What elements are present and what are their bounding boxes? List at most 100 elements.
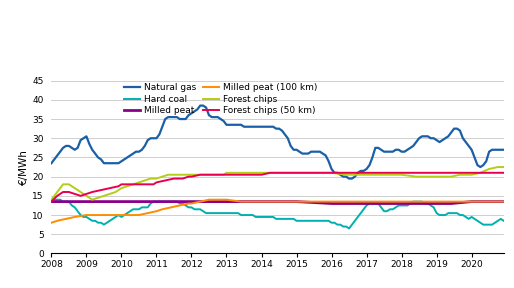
- Milled peat (100 km): [466, 200, 472, 203]
- Natural gas: [346, 177, 352, 180]
- Milled peat (100 km): [206, 198, 212, 201]
- Milled peat (100 km): [168, 206, 174, 209]
- Forest chips (50 km): [413, 171, 419, 175]
- Forest chips (50 km): [378, 171, 384, 175]
- Milled peat: [343, 202, 349, 205]
- Forest chips (50 km): [259, 173, 265, 177]
- Hard coal: [48, 200, 54, 203]
- Milled peat (100 km): [273, 200, 279, 203]
- Forest chips: [290, 171, 297, 175]
- Milled peat (100 km): [396, 200, 402, 203]
- Natural gas: [197, 104, 204, 107]
- Natural gas: [48, 162, 54, 165]
- Forest chips (50 km): [189, 175, 195, 178]
- Hard coal: [221, 211, 227, 215]
- Y-axis label: €/MWh: €/MWh: [20, 149, 29, 185]
- Hard coal: [346, 227, 352, 230]
- Milled peat (100 km): [378, 200, 384, 203]
- Hard coal: [51, 198, 58, 201]
- Line: Forest chips (50 km): Forest chips (50 km): [51, 173, 504, 202]
- Forest chips (50 km): [267, 171, 273, 175]
- Forest chips (50 km): [363, 171, 370, 175]
- Milled peat: [398, 202, 405, 205]
- Forest chips (50 km): [325, 171, 332, 175]
- Forest chips (50 km): [448, 171, 454, 175]
- Natural gas: [162, 117, 168, 121]
- Milled peat: [413, 202, 419, 205]
- Forest chips (50 km): [431, 171, 437, 175]
- Milled peat (100 km): [71, 215, 78, 219]
- Milled peat (100 km): [54, 219, 60, 223]
- Forest chips (50 km): [179, 177, 186, 180]
- Natural gas: [366, 163, 373, 167]
- Natural gas: [501, 148, 507, 151]
- Milled peat: [293, 200, 300, 203]
- Natural gas: [238, 123, 244, 126]
- Milled peat: [328, 202, 335, 205]
- Milled peat (100 km): [48, 221, 54, 224]
- Forest chips (50 km): [206, 173, 212, 177]
- Forest chips (50 km): [151, 183, 157, 186]
- Forest chips: [501, 165, 507, 169]
- Milled peat (100 km): [238, 200, 244, 203]
- Milled peat (100 km): [159, 208, 166, 211]
- Natural gas: [221, 119, 227, 123]
- Forest chips (50 km): [343, 171, 349, 175]
- Forest chips (50 km): [308, 171, 314, 175]
- Milled peat: [224, 200, 230, 203]
- Milled peat: [378, 202, 384, 205]
- Forest chips: [495, 165, 501, 169]
- Milled peat: [48, 200, 54, 203]
- Forest chips (50 km): [118, 183, 124, 186]
- Milled peat: [433, 202, 439, 205]
- Milled peat (100 km): [448, 200, 454, 203]
- Milled peat (100 km): [325, 200, 332, 203]
- Forest chips (50 km): [98, 188, 104, 192]
- Forest chips (50 km): [469, 171, 475, 175]
- Milled peat: [83, 200, 89, 203]
- Milled peat: [118, 200, 124, 203]
- Milled peat: [189, 200, 195, 203]
- Milled peat (100 km): [343, 200, 349, 203]
- Milled peat (100 km): [101, 213, 107, 217]
- Milled peat (100 km): [92, 213, 98, 217]
- Milled peat (100 km): [255, 200, 262, 203]
- Natural gas: [419, 134, 425, 138]
- Forest chips (50 km): [83, 192, 89, 196]
- Forest chips (50 km): [501, 171, 507, 175]
- Forest chips (50 km): [66, 190, 72, 194]
- Milled peat (100 km): [144, 211, 151, 215]
- Milled peat: [469, 200, 475, 203]
- Forest chips (50 km): [466, 171, 472, 175]
- Milled peat: [501, 200, 507, 203]
- Milled peat (100 km): [215, 198, 221, 201]
- Forest chips (50 km): [433, 171, 439, 175]
- Legend: Natural gas, Hard coal, Milled peat, Milled peat (100 km), Forest chips, Forest : Natural gas, Hard coal, Milled peat, Mil…: [124, 84, 317, 115]
- Forest chips (50 km): [48, 200, 54, 203]
- Forest chips (50 km): [328, 171, 335, 175]
- Hard coal: [419, 200, 425, 203]
- Milled peat (100 km): [328, 200, 335, 203]
- Milled peat (100 km): [413, 200, 419, 203]
- Milled peat (100 km): [186, 202, 192, 205]
- Forest chips: [165, 173, 171, 177]
- Milled peat (100 km): [483, 200, 489, 203]
- Forest chips (50 km): [396, 171, 402, 175]
- Hard coal: [320, 219, 326, 223]
- Milled peat (100 km): [363, 200, 370, 203]
- Milled peat (100 km): [127, 213, 133, 217]
- Line: Milled peat: Milled peat: [51, 202, 504, 204]
- Forest chips (50 km): [255, 173, 262, 177]
- Forest chips (50 km): [153, 181, 159, 184]
- Line: Natural gas: Natural gas: [51, 106, 504, 179]
- Forest chips (50 km): [238, 173, 244, 177]
- Forest chips (50 km): [60, 190, 66, 194]
- Milled peat (100 km): [431, 200, 437, 203]
- Forest chips (50 km): [273, 171, 279, 175]
- Forest chips (50 km): [71, 192, 78, 196]
- Milled peat: [153, 200, 159, 203]
- Forest chips (50 km): [107, 186, 113, 190]
- Forest chips: [255, 171, 262, 175]
- Milled peat: [448, 202, 454, 205]
- Milled peat (100 km): [469, 200, 475, 203]
